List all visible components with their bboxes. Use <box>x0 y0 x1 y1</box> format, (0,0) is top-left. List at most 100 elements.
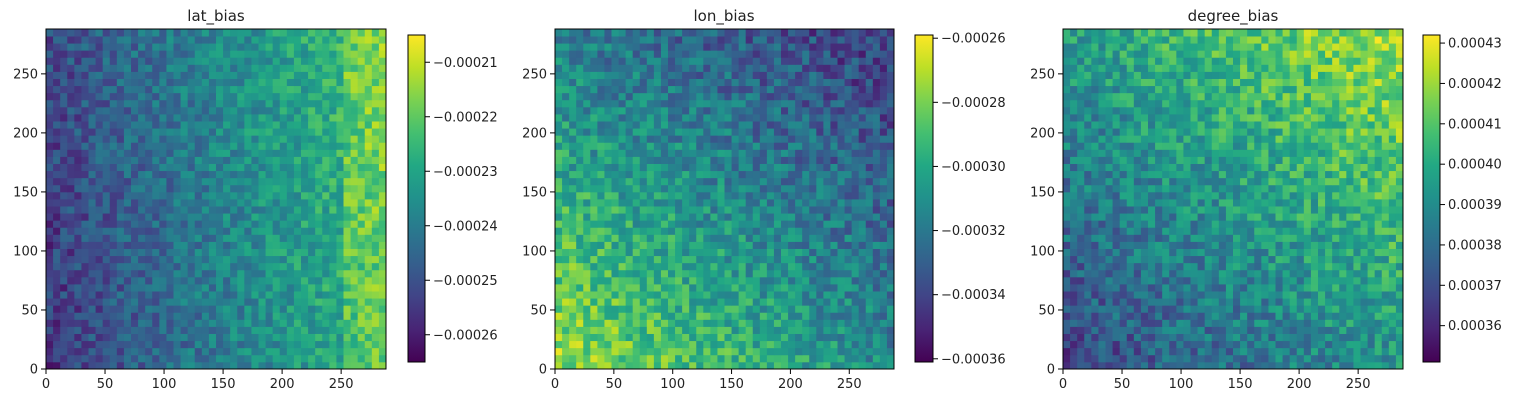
heatmap-cell <box>74 170 82 179</box>
heatmap-cell <box>625 276 634 285</box>
heatmap-cell <box>745 114 754 122</box>
heatmap-cell <box>576 43 584 51</box>
heatmap-cell <box>823 206 831 214</box>
heatmap-cell <box>632 241 641 249</box>
heatmap-cell <box>618 191 627 200</box>
heatmap-cell <box>336 71 344 79</box>
heatmap-cell <box>308 284 316 292</box>
heatmap-cell <box>809 128 817 136</box>
heatmap-cell <box>590 255 598 264</box>
heatmap-cell <box>244 121 252 129</box>
heatmap-cell <box>230 234 238 242</box>
heatmap-cell <box>60 276 68 285</box>
heatmap-cell <box>1275 326 1283 334</box>
heatmap-cell <box>618 326 627 334</box>
heatmap-cell <box>823 29 831 37</box>
heatmap-cell <box>364 326 373 334</box>
colorbar-tick-label: −0.00026 <box>941 32 1006 47</box>
heatmap-cell <box>759 255 768 264</box>
heatmap-cell <box>138 305 146 313</box>
heatmap-cell <box>187 57 196 65</box>
heatmap-cell <box>1240 347 1248 356</box>
heatmap-cell <box>244 85 252 94</box>
heatmap-cell <box>251 340 259 349</box>
heatmap-cell <box>293 234 302 242</box>
heatmap-cell <box>816 248 824 257</box>
heatmap-cell <box>95 255 104 264</box>
heatmap-cell <box>766 347 775 356</box>
heatmap-cell <box>696 340 704 349</box>
heatmap-cell <box>123 305 132 313</box>
heatmap-cell <box>555 177 563 186</box>
heatmap-cell <box>576 121 584 129</box>
heatmap-cell <box>738 114 747 122</box>
heatmap-cell <box>809 269 817 278</box>
heatmap-cell <box>152 43 160 51</box>
heatmap-cell <box>816 156 824 164</box>
heatmap-cell <box>343 326 351 334</box>
heatmap-cell <box>632 191 641 200</box>
heatmap-cell <box>816 213 824 221</box>
heatmap-cell <box>272 128 281 136</box>
heatmap-cell <box>752 142 761 150</box>
heatmap-cell <box>194 135 203 143</box>
heatmap-cell <box>258 262 266 271</box>
heatmap-cell <box>194 64 203 72</box>
heatmap-cell <box>1360 333 1368 342</box>
heatmap-cell <box>1247 354 1255 363</box>
heatmap-cell <box>131 361 139 370</box>
heatmap-cell <box>46 361 54 370</box>
heatmap-cell <box>759 199 768 207</box>
heatmap-cell <box>576 298 584 306</box>
heatmap-cell <box>858 128 867 136</box>
heatmap-cell <box>350 220 359 228</box>
heatmap-cell <box>357 213 366 221</box>
heatmap-cell <box>562 163 570 172</box>
heatmap-cell <box>759 248 768 257</box>
heatmap-cell <box>675 29 683 37</box>
heatmap-cell <box>109 85 118 94</box>
heatmap-cell <box>717 29 725 37</box>
heatmap-cell <box>343 241 351 249</box>
heatmap-cell <box>653 361 662 370</box>
heatmap-cell <box>823 36 831 44</box>
heatmap-cell <box>682 262 690 271</box>
heatmap-cell <box>152 177 160 186</box>
heatmap-cell <box>844 106 853 115</box>
heatmap-cell <box>81 85 89 94</box>
heatmap-cell <box>646 234 655 242</box>
heatmap-cell <box>60 298 68 306</box>
heatmap-cell <box>886 135 895 143</box>
heatmap-cell <box>844 128 853 136</box>
heatmap-cell <box>795 340 803 349</box>
heatmap-cell <box>187 50 196 58</box>
heatmap-cell <box>145 163 153 172</box>
heatmap-cell <box>329 149 337 157</box>
heatmap-cell <box>611 106 619 115</box>
heatmap-cell <box>731 149 740 157</box>
heatmap-cell <box>88 333 96 342</box>
heatmap-cell <box>802 276 810 285</box>
heatmap-cell <box>788 78 796 87</box>
heatmap-cell <box>131 128 139 136</box>
heatmap-cell <box>583 142 591 150</box>
heatmap-cell <box>802 284 810 292</box>
heatmap-cell <box>230 121 238 129</box>
heatmap-cell <box>865 305 874 313</box>
heatmap-cell <box>272 177 281 186</box>
heatmap-cell <box>74 121 82 129</box>
heatmap-cell <box>208 326 217 334</box>
heatmap-cell <box>1148 326 1156 334</box>
heatmap-cell <box>569 114 577 122</box>
heatmap-cell <box>166 361 174 370</box>
heatmap-cell <box>632 43 641 51</box>
heatmap-cell <box>752 248 761 257</box>
heatmap-cell <box>81 149 89 157</box>
heatmap-cell <box>329 128 337 136</box>
heatmap-cell <box>724 121 732 129</box>
heatmap-cell <box>639 36 648 44</box>
heatmap-cell <box>1388 354 1397 363</box>
heatmap-cell <box>166 170 174 179</box>
heatmap-cell <box>590 305 598 313</box>
heatmap-cell <box>343 284 351 292</box>
